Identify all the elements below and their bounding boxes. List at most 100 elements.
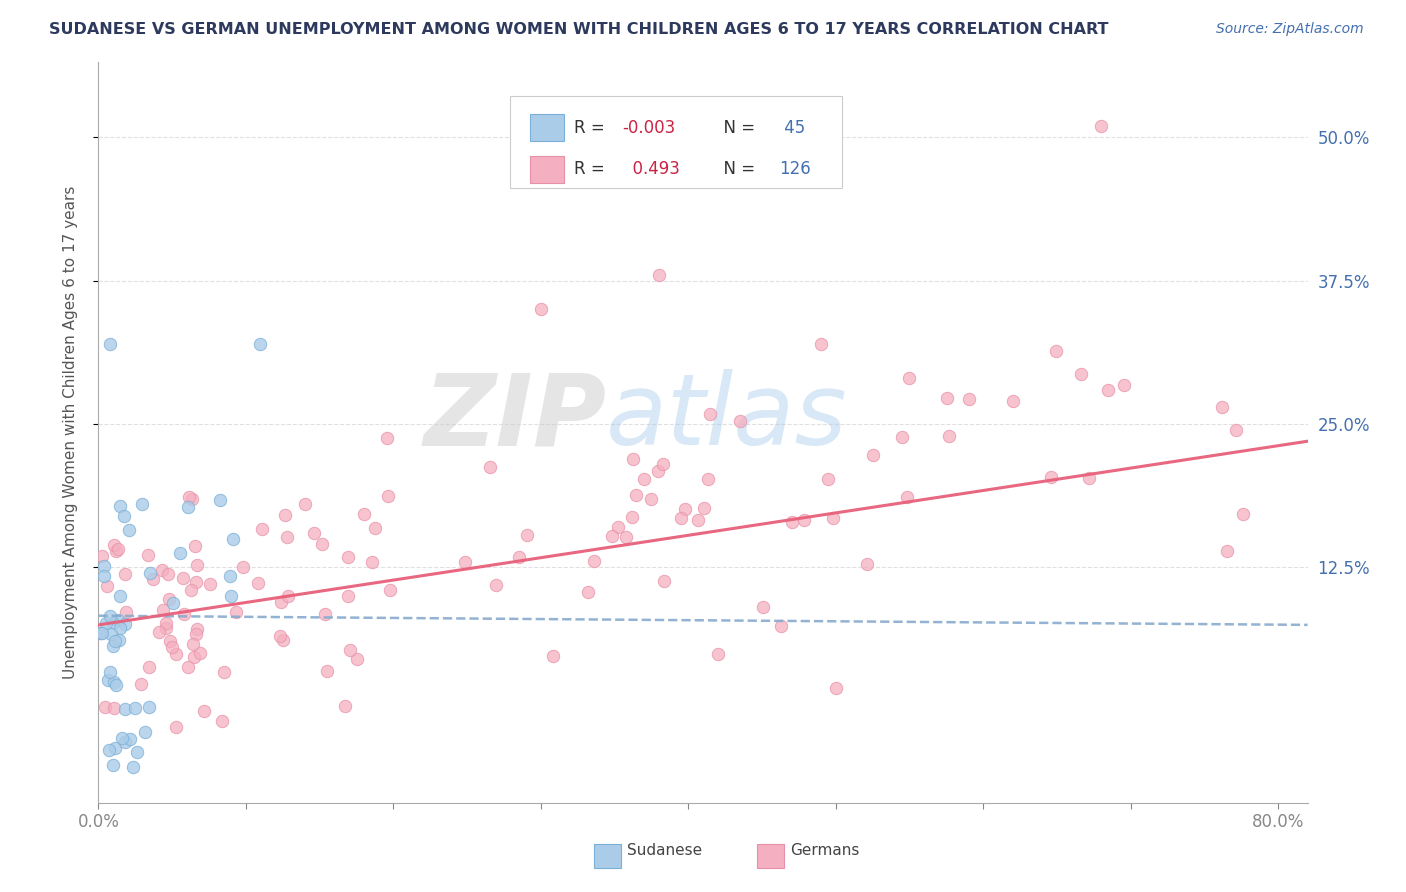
Point bbox=[103, 675, 125, 690]
Point bbox=[1225, 424, 1247, 438]
Point bbox=[139, 566, 162, 581]
Point bbox=[176, 500, 198, 515]
Point bbox=[479, 460, 502, 475]
Point bbox=[186, 574, 208, 589]
Point bbox=[1232, 507, 1254, 521]
Point bbox=[156, 566, 179, 581]
Point bbox=[378, 583, 401, 598]
Point bbox=[314, 607, 336, 621]
Point bbox=[155, 621, 177, 635]
Point bbox=[624, 488, 647, 502]
Point bbox=[218, 569, 240, 583]
Point bbox=[269, 629, 291, 643]
Point bbox=[824, 681, 846, 695]
Point bbox=[377, 431, 399, 445]
Point bbox=[98, 336, 121, 351]
Point bbox=[898, 371, 921, 385]
Point bbox=[162, 640, 184, 654]
Bar bbox=[595, 844, 621, 868]
Point bbox=[621, 510, 644, 524]
Point bbox=[96, 580, 118, 594]
Point bbox=[155, 615, 177, 630]
Text: R =: R = bbox=[574, 161, 610, 178]
Point bbox=[1078, 471, 1101, 485]
Point bbox=[232, 559, 254, 574]
Point bbox=[104, 634, 127, 648]
Point bbox=[640, 492, 662, 507]
Point bbox=[607, 520, 630, 534]
Point bbox=[120, 731, 142, 746]
Point bbox=[316, 665, 339, 679]
Point bbox=[186, 622, 208, 636]
Point bbox=[890, 430, 912, 444]
Point bbox=[856, 557, 879, 571]
Point bbox=[94, 700, 117, 714]
Point bbox=[107, 613, 129, 627]
Point bbox=[541, 649, 564, 664]
Text: Germans: Germans bbox=[790, 844, 859, 858]
Point bbox=[183, 650, 205, 665]
Point bbox=[89, 626, 111, 640]
Point bbox=[793, 513, 815, 527]
Point bbox=[114, 701, 136, 715]
Point bbox=[173, 607, 195, 621]
Point bbox=[181, 492, 204, 507]
Point bbox=[770, 619, 793, 633]
Point bbox=[337, 550, 360, 565]
Point bbox=[648, 268, 671, 282]
Point bbox=[104, 544, 127, 558]
Point bbox=[98, 609, 121, 624]
Point bbox=[339, 643, 361, 657]
Point bbox=[177, 660, 200, 674]
Point bbox=[693, 501, 716, 516]
Point bbox=[621, 452, 644, 467]
Y-axis label: Unemployment Among Women with Children Ages 6 to 17 years: Unemployment Among Women with Children A… bbox=[63, 186, 77, 680]
Point bbox=[142, 572, 165, 586]
Point bbox=[614, 530, 637, 544]
Point bbox=[936, 391, 959, 405]
Point bbox=[353, 507, 375, 521]
Point bbox=[250, 522, 273, 536]
Point bbox=[198, 577, 221, 591]
Point bbox=[652, 574, 675, 588]
Point bbox=[134, 724, 156, 739]
Point bbox=[270, 594, 292, 608]
Bar bbox=[530, 114, 564, 141]
Point bbox=[516, 528, 538, 542]
Point bbox=[138, 659, 160, 673]
Point bbox=[105, 678, 128, 692]
Point bbox=[110, 621, 132, 635]
Point bbox=[159, 634, 181, 648]
Point bbox=[219, 589, 242, 603]
Point bbox=[112, 508, 135, 523]
Point bbox=[98, 665, 121, 679]
Point bbox=[294, 497, 316, 511]
Point bbox=[93, 559, 115, 574]
Text: 126: 126 bbox=[779, 161, 811, 178]
Text: -0.003: -0.003 bbox=[621, 119, 675, 136]
Point bbox=[121, 760, 143, 774]
Text: atlas: atlas bbox=[606, 369, 848, 467]
Point bbox=[508, 550, 530, 565]
Point bbox=[1039, 469, 1062, 483]
Point bbox=[582, 554, 605, 568]
Point bbox=[896, 490, 918, 504]
Point bbox=[335, 699, 357, 714]
Point bbox=[1070, 368, 1092, 382]
FancyBboxPatch shape bbox=[509, 95, 842, 188]
Point bbox=[1097, 383, 1119, 397]
Point bbox=[181, 637, 204, 651]
Point bbox=[138, 699, 160, 714]
Point bbox=[957, 392, 980, 406]
Point bbox=[162, 596, 184, 610]
Point bbox=[114, 616, 136, 631]
Point bbox=[91, 549, 114, 563]
Point bbox=[633, 472, 655, 486]
Point bbox=[101, 757, 124, 772]
Point bbox=[222, 532, 245, 546]
Point bbox=[699, 407, 721, 421]
Point bbox=[90, 626, 112, 640]
Point bbox=[179, 491, 201, 505]
Point bbox=[108, 590, 131, 604]
Point bbox=[530, 302, 553, 317]
